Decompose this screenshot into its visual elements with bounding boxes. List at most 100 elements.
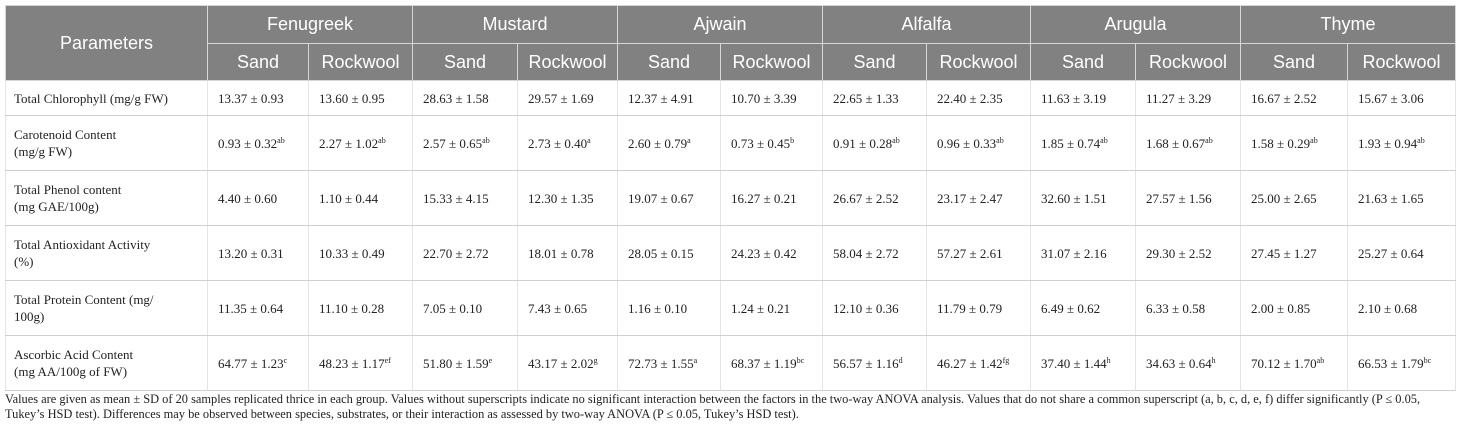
cell-superscript: a — [687, 135, 691, 145]
value-cell: 68.37 ± 1.19bc — [720, 335, 823, 391]
table-row: Ascorbic Acid Content (mg AA/100g of FW) 6… — [5, 335, 1457, 391]
table-row: Carotenoid Content (mg/g FW) 0.93 ± 0.32ab… — [5, 115, 1457, 171]
species-header: Thyme — [1240, 5, 1457, 44]
cell-value: 10.33 ± 0.49 — [319, 245, 385, 261]
cell-value: 56.57 ± 1.16 — [833, 355, 899, 371]
cell-value: 10.70 ± 3.39 — [731, 90, 797, 106]
value-cell: 2.27 ± 1.02ab — [308, 115, 413, 171]
value-cell: 27.57 ± 1.56 — [1134, 170, 1242, 226]
cell-value: 12.30 ± 1.35 — [528, 190, 594, 206]
cell-superscript: ab — [996, 135, 1004, 145]
cell-value: 37.40 ± 1.44 — [1041, 355, 1107, 371]
substrate-header: Sand — [1240, 43, 1349, 81]
value-cell: 12.37 ± 4.91 — [617, 80, 721, 116]
value-cell: 51.80 ± 1.59e — [412, 335, 518, 391]
value-cell: 16.27 ± 0.21 — [720, 170, 823, 226]
cell-value: 28.05 ± 0.15 — [628, 245, 694, 261]
value-cell: 0.96 ± 0.33ab — [926, 115, 1031, 171]
value-cell: 37.40 ± 1.44h — [1030, 335, 1136, 391]
cell-value: 2.57 ± 0.65 — [423, 135, 483, 151]
cell-value: 1.16 ± 0.10 — [628, 300, 688, 316]
species-header: Alfalfa — [822, 5, 1031, 44]
cell-superscript: ab — [1100, 135, 1108, 145]
cell-value: 58.04 ± 2.72 — [833, 245, 899, 261]
cell-value: 15.33 ± 4.15 — [423, 190, 489, 206]
value-cell: 43.17 ± 2.02g — [517, 335, 618, 391]
cell-value: 4.40 ± 0.60 — [218, 190, 278, 206]
cell-value: 27.57 ± 1.56 — [1146, 190, 1212, 206]
value-cell: 2.00 ± 0.85 — [1240, 280, 1349, 336]
cell-value: 68.37 ± 1.19 — [731, 355, 797, 371]
value-cell: 2.73 ± 0.40a — [517, 115, 618, 171]
cell-value: 66.53 ± 1.79 — [1358, 355, 1424, 371]
value-cell: 1.16 ± 0.10 — [617, 280, 721, 336]
value-cell: 0.93 ± 0.32ab — [207, 115, 309, 171]
cell-value: 31.07 ± 2.16 — [1041, 245, 1107, 261]
table-row: Total Chlorophyll (mg/g FW) 13.37 ± 0.93 1… — [5, 80, 1457, 116]
value-cell: 12.30 ± 1.35 — [517, 170, 618, 226]
substrate-header: Rockwool — [1134, 43, 1242, 81]
value-cell: 72.73 ± 1.55a — [617, 335, 721, 391]
cell-superscript: e — [488, 355, 493, 365]
value-cell: 31.07 ± 2.16 — [1030, 225, 1136, 281]
value-cell: 48.23 ± 1.17ef — [308, 335, 413, 391]
header-cell: Parameters — [5, 5, 208, 81]
value-cell: 1.85 ± 0.74ab — [1030, 115, 1136, 171]
value-cell: 12.10 ± 0.36 — [822, 280, 927, 336]
cell-superscript: ab — [1316, 355, 1325, 365]
cell-value: 1.68 ± 0.67 — [1146, 135, 1206, 151]
parameter-line: (mg AA/100g of FW) — [14, 364, 128, 379]
value-cell: 22.70 ± 2.72 — [412, 225, 518, 281]
cell-superscript: bc — [796, 355, 805, 365]
substrate-header: Rockwool — [1347, 43, 1457, 81]
value-cell: 25.00 ± 2.65 — [1240, 170, 1349, 226]
header-row: Parameters Fenugreek Mustard Ajwain Alfalfa A… — [5, 5, 1457, 81]
cell-superscript: d — [898, 355, 903, 365]
cell-value: 2.27 ± 1.02 — [319, 135, 379, 151]
cell-value: 29.57 ± 1.69 — [528, 90, 594, 106]
cell-value: 0.96 ± 0.33 — [937, 135, 997, 151]
value-cell: 46.27 ± 1.42fg — [926, 335, 1031, 391]
value-cell: 34.63 ± 0.64h — [1134, 335, 1242, 391]
cell-value: 6.49 ± 0.62 — [1041, 300, 1101, 316]
cell-value: 22.70 ± 2.72 — [423, 245, 489, 261]
cell-value: 1.10 ± 0.44 — [319, 190, 379, 206]
value-cell: 13.60 ± 0.95 — [308, 80, 413, 116]
cell-superscript: a — [587, 135, 591, 145]
value-cell: 27.45 ± 1.27 — [1240, 225, 1349, 281]
value-cell: 10.70 ± 3.39 — [720, 80, 823, 116]
parameter-line: Carotenoid Content — [14, 127, 117, 142]
value-cell: 16.67 ± 2.52 — [1240, 80, 1349, 116]
value-cell: 26.67 ± 2.52 — [822, 170, 927, 226]
cell-value: 1.24 ± 0.21 — [731, 300, 791, 316]
cell-value: 29.30 ± 2.52 — [1146, 245, 1212, 261]
cell-value: 0.73 ± 0.45 — [731, 135, 791, 151]
value-cell: 56.57 ± 1.16d — [822, 335, 927, 391]
cell-value: 13.60 ± 0.95 — [319, 90, 385, 106]
cell-value: 21.63 ± 1.65 — [1358, 190, 1424, 206]
cell-value: 24.23 ± 0.42 — [731, 245, 797, 261]
cell-value: 26.67 ± 2.52 — [833, 190, 899, 206]
value-cell: 1.24 ± 0.21 — [720, 280, 823, 336]
value-cell: 57.27 ± 2.61 — [926, 225, 1031, 281]
footnote: Values are given as mean ± SD of 20 samp… — [5, 392, 1421, 421]
parameter-line: Total Phenol content — [14, 182, 122, 197]
cell-value: 2.10 ± 0.68 — [1358, 300, 1418, 316]
value-cell: 24.23 ± 0.42 — [720, 225, 823, 281]
value-cell: 11.63 ± 3.19 — [1030, 80, 1136, 116]
value-cell: 2.60 ± 0.79a — [617, 115, 721, 171]
value-cell: 11.27 ± 3.29 — [1134, 80, 1242, 116]
cell-value: 11.63 ± 3.19 — [1041, 90, 1107, 106]
cell-value: 51.80 ± 1.59 — [423, 355, 489, 371]
cell-superscript: ab — [482, 135, 490, 145]
value-cell: 1.93 ± 0.94ab — [1347, 115, 1457, 171]
species-header: Arugula — [1029, 5, 1242, 44]
cell-value: 1.85 ± 0.74 — [1041, 135, 1101, 151]
value-cell: 21.63 ± 1.65 — [1347, 170, 1457, 226]
cell-superscript: ab — [1205, 135, 1213, 145]
parameter-line: Ascorbic Acid Content — [14, 347, 134, 362]
data-table: Parameters Fenugreek Mustard Ajwain Alfalfa A… — [5, 5, 1457, 391]
cell-value: 32.60 ± 1.51 — [1041, 190, 1107, 206]
